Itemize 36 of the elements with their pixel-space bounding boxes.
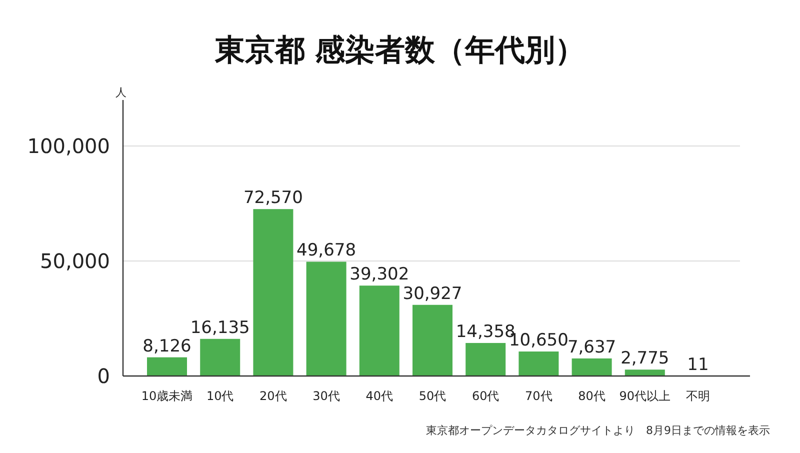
y-tick-label: 0 [97,364,110,388]
data-label: 2,775 [620,348,670,369]
data-label: 30,927 [402,284,462,304]
data-label: 11 [687,354,709,375]
x-tick-label: 70代 [525,389,552,403]
y-tick-label: 100,000 [27,134,110,158]
data-label: 72,570 [243,188,303,208]
x-tick-label: 90代以上 [619,389,671,403]
data-label: 16,135 [190,318,250,338]
bar [572,358,612,376]
bar [518,352,559,376]
bar [359,286,400,376]
data-label: 8,126 [142,336,192,356]
x-tick-label: 10代 [206,389,234,403]
x-tick-label: 20代 [260,389,287,403]
text: 東京都オープンデータカタログサイトより 8月9日までの情報を表示 [426,424,770,437]
data-label: 39,302 [350,264,410,285]
y-tick-label: 50,000 [40,249,110,273]
x-tick-label: 60代 [472,389,500,403]
bar [253,209,294,376]
bar [466,342,506,376]
data-label: 7,637 [567,337,616,358]
bar [200,338,240,376]
x-tick-label: 30代 [312,389,340,403]
bar [306,262,346,376]
x-tick-label: 40代 [366,389,394,403]
x-tick-label: 10歳未満 [141,389,193,403]
y-axis-title: 人 [116,86,126,99]
x-tick-label: 80代 [578,389,606,403]
x-tick-label: 不明 [686,389,710,403]
data-label: 49,678 [296,240,356,261]
bar [624,370,665,376]
bar [412,304,452,376]
x-tick-label: 50代 [418,389,446,403]
bar [147,357,187,376]
chart-title: 東京都 感染者数（年代別） [214,33,586,68]
